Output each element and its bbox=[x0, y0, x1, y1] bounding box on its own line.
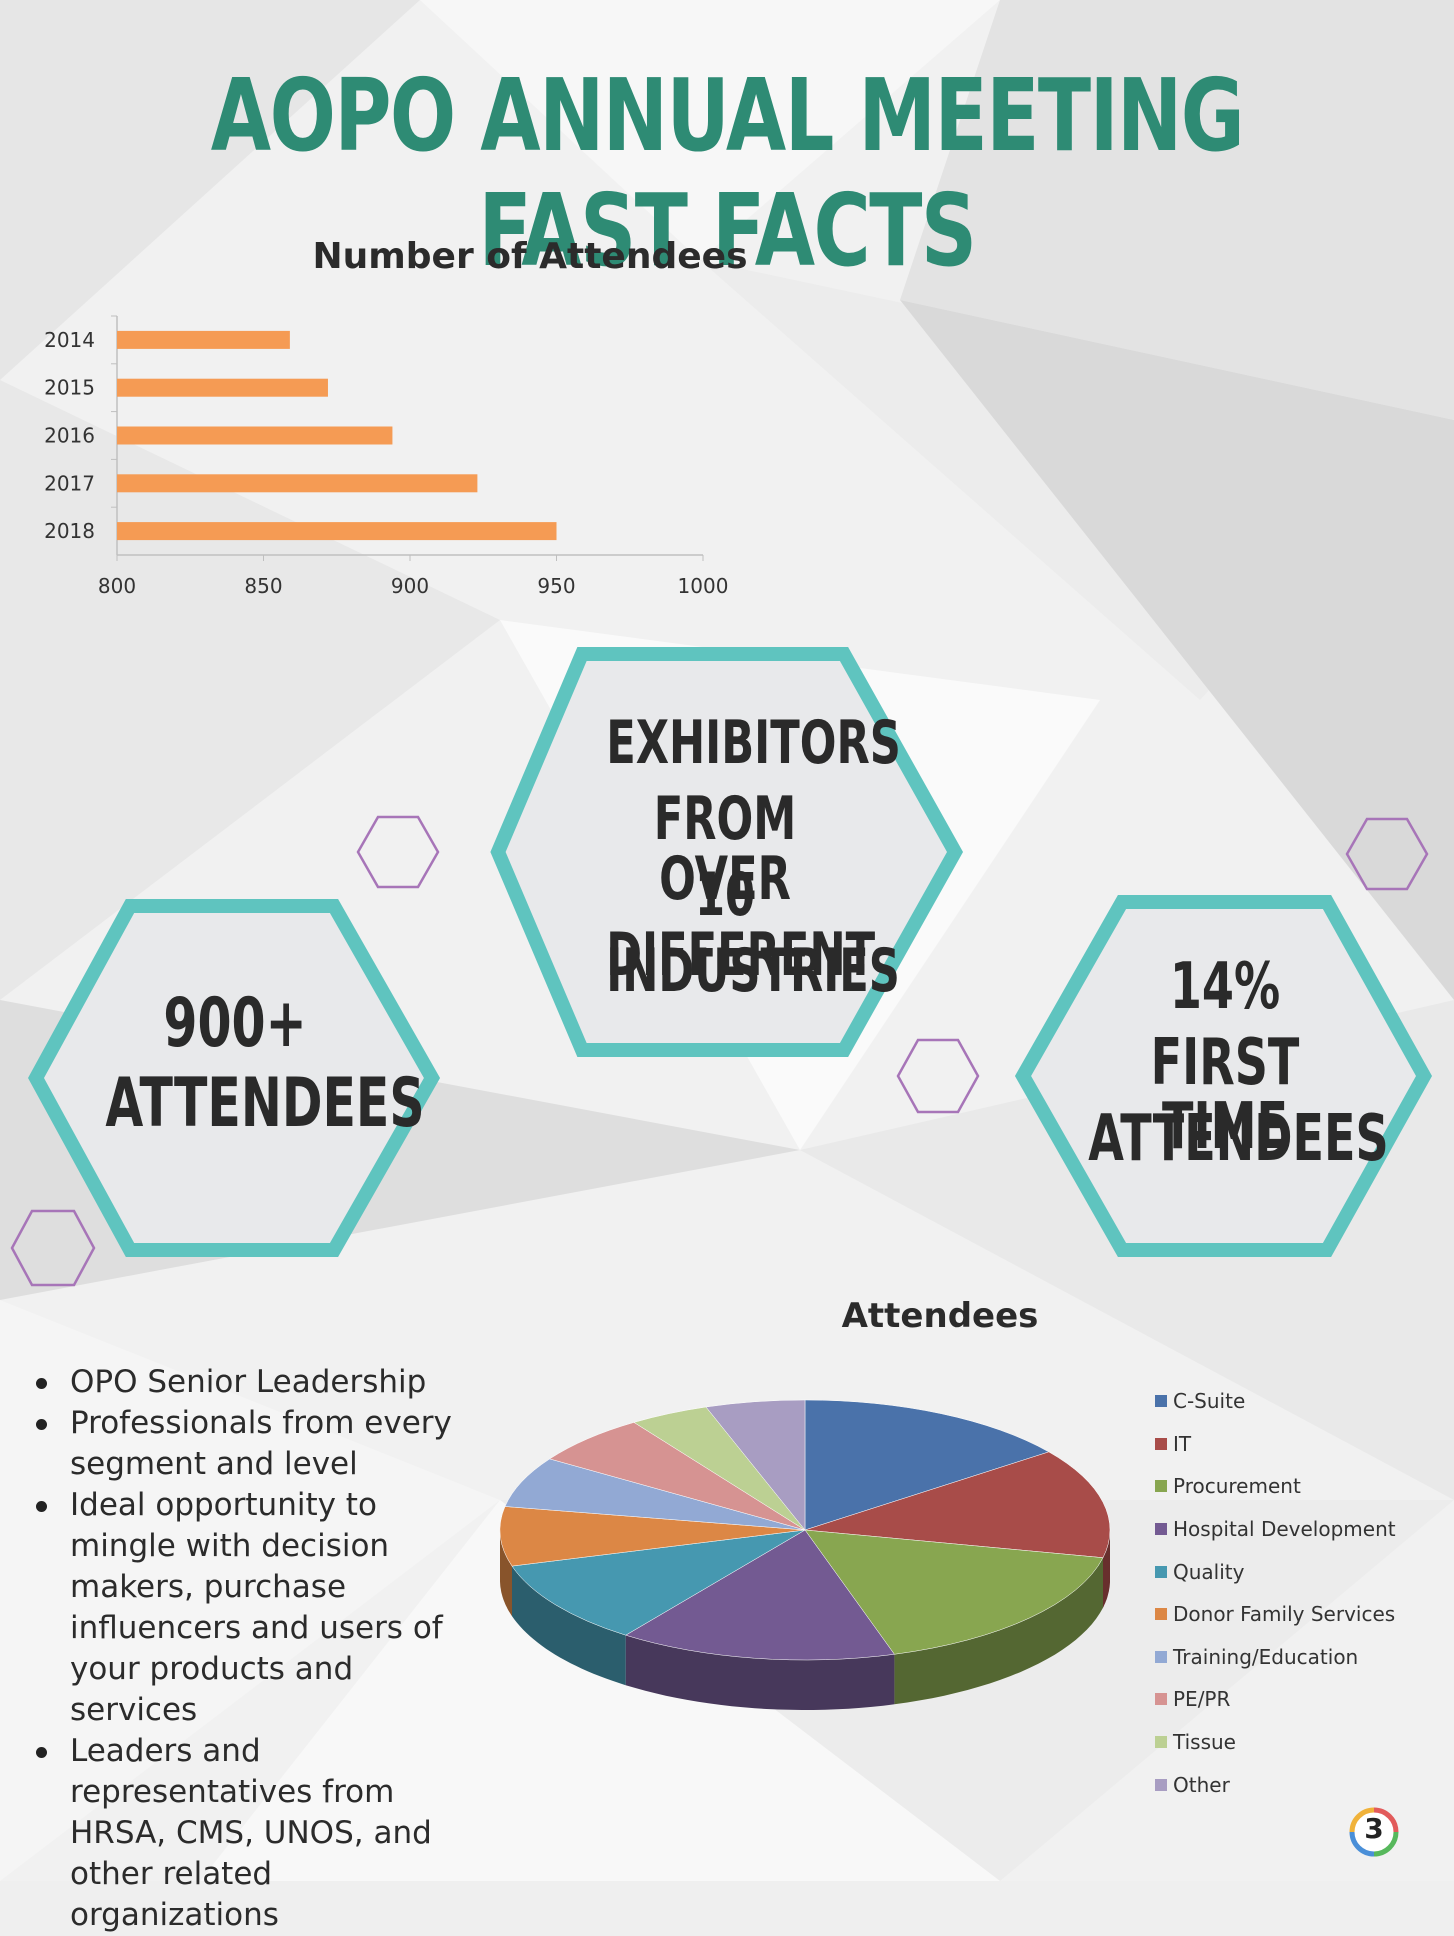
fact-line: EXHIBITORS bbox=[606, 708, 901, 778]
bar-2015 bbox=[117, 378, 328, 397]
pie-legend: C-Suite IT Procurement Hospital Development… bbox=[1155, 1380, 1450, 1806]
legend-label: Tissue bbox=[1173, 1730, 1236, 1755]
pie-slice-c-suite bbox=[804, 1399, 1050, 1531]
legend-swatch bbox=[1155, 1395, 1167, 1408]
bullet-item: Leaders and representatives from HRSA, C… bbox=[30, 1731, 480, 1936]
y-tick-label: 2014 bbox=[44, 328, 95, 352]
legend-label: C-Suite bbox=[1173, 1389, 1246, 1414]
pie-slice-pe-pr bbox=[549, 1422, 806, 1531]
legend-item: IT bbox=[1155, 1423, 1450, 1466]
pie-side-hospital-development bbox=[625, 1635, 895, 1710]
pie-slice-hospital-development bbox=[625, 1529, 895, 1661]
first-time-hexagon bbox=[1014, 895, 1433, 1257]
pie-side-it bbox=[1103, 1530, 1110, 1608]
fact-line: FIRST TIME bbox=[1150, 1026, 1300, 1164]
legend-item: Other bbox=[1155, 1763, 1450, 1806]
pie-side-donor-family-services bbox=[500, 1530, 512, 1617]
bullet-item: OPO Senior Leadership bbox=[30, 1362, 480, 1403]
pie-slice-it bbox=[804, 1451, 1111, 1558]
small-hexagon-3 bbox=[896, 1038, 980, 1114]
legend-swatch bbox=[1155, 1480, 1167, 1493]
pie-slice-procurement bbox=[804, 1529, 1104, 1655]
first-time-fact: 14% FIRST TIME ATTENDEES bbox=[1088, 950, 1389, 1183]
legend-item: Hospital Development bbox=[1155, 1508, 1450, 1551]
hexagon-graphics bbox=[10, 647, 1433, 1287]
page-title: AOPO ANNUAL MEETING FAST FACTS bbox=[210, 57, 1245, 289]
legend-swatch bbox=[1155, 1608, 1167, 1621]
fact-line: ATTENDEES bbox=[105, 1064, 425, 1143]
x-tick-label: 850 bbox=[244, 574, 282, 598]
pie-side-quality bbox=[512, 1566, 626, 1686]
legend-item: PE/PR bbox=[1155, 1678, 1450, 1721]
legend-swatch bbox=[1155, 1523, 1167, 1536]
fact-line: 14% bbox=[1169, 950, 1281, 1024]
legend-label: Donor Family Services bbox=[1173, 1602, 1396, 1627]
legend-swatch bbox=[1155, 1778, 1167, 1791]
legend-swatch bbox=[1155, 1565, 1167, 1578]
bar-2017 bbox=[117, 474, 478, 493]
pie-slice-donor-family-services bbox=[499, 1506, 806, 1567]
legend-label: Other bbox=[1173, 1772, 1230, 1797]
legend-item: C-Suite bbox=[1155, 1380, 1450, 1423]
legend-item: Donor Family Services bbox=[1155, 1593, 1450, 1636]
legend-item: Training/Education bbox=[1155, 1636, 1450, 1679]
fact-line: FROM OVER bbox=[653, 784, 797, 914]
pie-slice-quality bbox=[511, 1529, 806, 1636]
page-number: 3 bbox=[1364, 1812, 1384, 1845]
attendees-fact: 900+ ATTENDEES bbox=[105, 984, 425, 1150]
y-tick-label: 2015 bbox=[44, 376, 95, 400]
bar-2014 bbox=[117, 330, 290, 349]
attendees-hexagon bbox=[28, 899, 441, 1257]
x-tick-label: 950 bbox=[537, 574, 575, 598]
pie-chart-title: Attendees bbox=[841, 1296, 1039, 1336]
pie-slice-other bbox=[705, 1399, 806, 1531]
fact-line: INDUSTRIES bbox=[606, 936, 900, 1006]
small-hexagon-4 bbox=[10, 1209, 96, 1287]
legend-label: Procurement bbox=[1173, 1474, 1301, 1499]
legend-swatch bbox=[1155, 1650, 1167, 1663]
exhibitors-hexagon bbox=[490, 647, 964, 1057]
fact-line: ATTENDEES bbox=[1088, 1102, 1389, 1176]
bullet-item: Professionals from every segment and lev… bbox=[30, 1403, 480, 1485]
y-tick-label: 2017 bbox=[44, 471, 95, 495]
fact-line: 900+ bbox=[163, 984, 307, 1063]
y-tick-label: 2018 bbox=[44, 519, 95, 543]
legend-item: Tissue bbox=[1155, 1721, 1450, 1764]
legend-swatch bbox=[1155, 1437, 1167, 1450]
bullet-item: Ideal opportunity to mingle with decisio… bbox=[30, 1485, 480, 1731]
legend-label: Training/Education bbox=[1173, 1644, 1359, 1669]
bar-2018 bbox=[117, 522, 557, 541]
bar-chart: 2014 2015 2016 2017 2018 800 850 900 950 1000 bbox=[44, 315, 729, 598]
legend-label: Hospital Development bbox=[1173, 1517, 1396, 1542]
small-hexagon-2 bbox=[1345, 817, 1429, 891]
small-hexagon-1 bbox=[356, 815, 440, 889]
pie-chart bbox=[499, 1399, 1111, 1710]
legend-item: Procurement bbox=[1155, 1465, 1450, 1508]
bar-chart-title: Number of Attendees bbox=[312, 236, 748, 277]
legend-swatch bbox=[1155, 1693, 1167, 1706]
attendee-bullets: OPO Senior Leadership Professionals from… bbox=[30, 1362, 480, 1936]
x-tick-label: 1000 bbox=[678, 574, 729, 598]
page-number-badge bbox=[1349, 1807, 1399, 1857]
x-tick-label: 800 bbox=[98, 574, 136, 598]
legend-item: Quality bbox=[1155, 1550, 1450, 1593]
x-tick-label: 900 bbox=[391, 574, 429, 598]
bar-2016 bbox=[117, 426, 393, 445]
exhibitors-fact: EXHIBITORS FROM OVER 10 DIFFERENT INDUST… bbox=[606, 708, 901, 1017]
pie-slice-training-education bbox=[504, 1458, 806, 1531]
legend-label: PE/PR bbox=[1173, 1687, 1231, 1712]
legend-label: IT bbox=[1173, 1431, 1192, 1456]
y-tick-label: 2016 bbox=[44, 424, 95, 448]
pie-side-procurement bbox=[894, 1557, 1103, 1705]
legend-label: Quality bbox=[1173, 1559, 1245, 1584]
legend-swatch bbox=[1155, 1736, 1167, 1749]
fact-line: 10 DIFFERENT bbox=[606, 860, 876, 990]
